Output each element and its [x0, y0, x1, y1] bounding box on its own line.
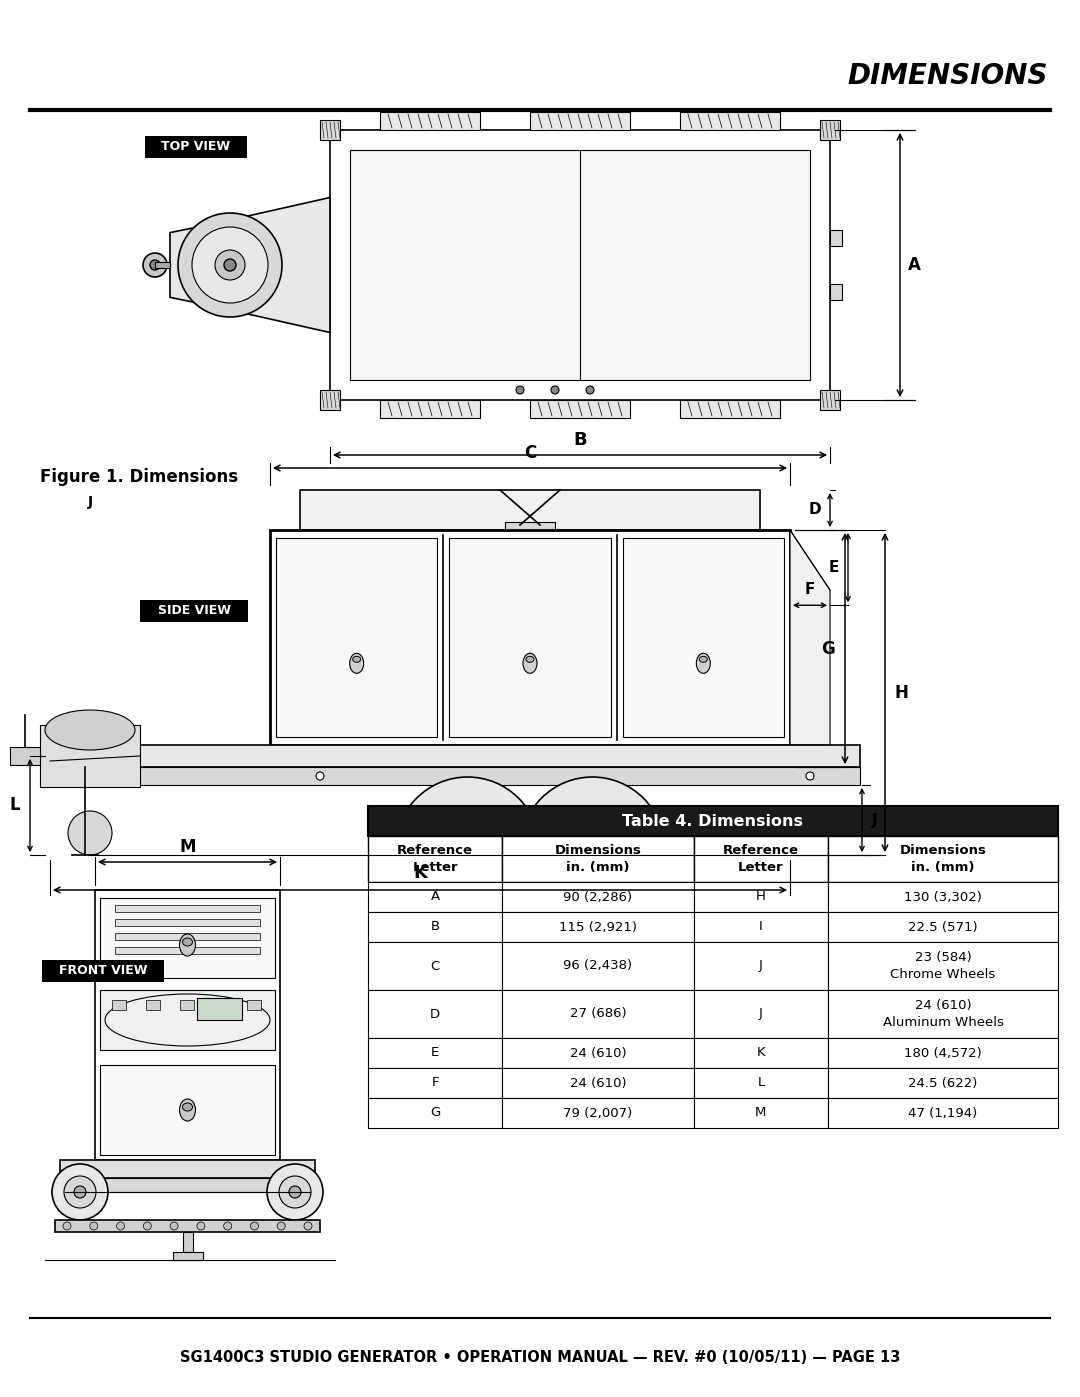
Text: SIDE VIEW: SIDE VIEW [158, 605, 230, 617]
Circle shape [620, 847, 625, 852]
Circle shape [117, 1222, 124, 1229]
Bar [530, 112, 630, 130]
Bar [680, 400, 780, 418]
Text: 24 (610): 24 (610) [569, 1077, 626, 1090]
Bar [693, 912, 828, 942]
Bar [179, 1000, 193, 1010]
Text: 115 (2,921): 115 (2,921) [559, 921, 637, 933]
Circle shape [460, 842, 475, 856]
Bar [380, 400, 480, 418]
Bar [146, 1000, 160, 1010]
Ellipse shape [45, 710, 135, 750]
Ellipse shape [179, 1099, 195, 1120]
Text: D: D [430, 1007, 441, 1020]
Bar [693, 1038, 828, 1067]
Text: J: J [759, 1007, 762, 1020]
Bar [693, 882, 828, 912]
Bar [368, 1098, 502, 1127]
Bar [320, 390, 340, 409]
Bar [368, 1038, 502, 1067]
Bar [114, 947, 260, 954]
Circle shape [586, 386, 594, 394]
Bar [368, 882, 502, 912]
Text: K: K [413, 863, 427, 882]
Text: M: M [755, 1106, 767, 1119]
Bar [828, 1067, 1058, 1098]
Circle shape [424, 806, 511, 893]
Circle shape [52, 1164, 108, 1220]
Bar [831, 231, 842, 246]
Circle shape [559, 847, 565, 852]
Circle shape [289, 1186, 301, 1199]
Circle shape [480, 820, 486, 826]
Bar [828, 912, 1058, 942]
Text: 27 (686): 27 (686) [569, 1007, 626, 1020]
Bar [270, 529, 789, 745]
Text: 96 (2,438): 96 (2,438) [564, 960, 633, 972]
Text: 24 (610): 24 (610) [569, 1046, 626, 1059]
Circle shape [395, 777, 540, 921]
Circle shape [575, 872, 580, 879]
Circle shape [303, 1222, 312, 1229]
Bar [502, 942, 693, 990]
Circle shape [75, 1186, 86, 1199]
Text: A: A [908, 256, 921, 274]
Text: Reference
Letter: Reference Letter [397, 844, 473, 875]
Bar [828, 990, 1058, 1038]
Text: TOP VIEW: TOP VIEW [161, 141, 230, 154]
Text: J: J [759, 960, 762, 972]
Bar [156, 263, 170, 268]
Bar [828, 1038, 1058, 1067]
Text: E: E [431, 1046, 440, 1059]
Circle shape [449, 831, 486, 868]
Bar [828, 942, 1058, 990]
Bar [368, 912, 502, 942]
Text: L: L [10, 796, 21, 814]
Bar [55, 1220, 320, 1232]
Bar [114, 905, 260, 912]
Bar [380, 112, 480, 130]
Circle shape [64, 1176, 96, 1208]
Circle shape [251, 1222, 258, 1229]
Text: C: C [431, 960, 440, 972]
Circle shape [521, 777, 664, 921]
Text: B: B [573, 432, 586, 448]
Text: 90 (2,286): 90 (2,286) [564, 890, 633, 904]
Bar [820, 390, 840, 409]
Bar [10, 747, 40, 766]
Text: Dimensions
in. (mm): Dimensions in. (mm) [900, 844, 986, 875]
Bar [100, 1065, 275, 1155]
Text: 79 (2,007): 79 (2,007) [564, 1106, 633, 1119]
Circle shape [434, 847, 441, 852]
Bar [502, 835, 693, 882]
Bar [213, 1000, 227, 1010]
Bar [95, 890, 280, 1160]
Text: 24 (610)
Aluminum Wheels: 24 (610) Aluminum Wheels [882, 999, 1003, 1028]
Bar [693, 942, 828, 990]
Bar [502, 1067, 693, 1098]
Bar [112, 1000, 126, 1010]
Text: 23 (584)
Chrome Wheels: 23 (584) Chrome Wheels [890, 951, 996, 981]
Text: D: D [808, 503, 821, 517]
Bar [820, 120, 840, 140]
Text: FRONT VIEW: FRONT VIEW [58, 964, 147, 978]
Bar [42, 960, 164, 982]
Bar [100, 898, 275, 978]
Bar [114, 919, 260, 926]
Bar [368, 942, 502, 990]
Bar [449, 538, 610, 738]
Text: Dimensions
in. (mm): Dimensions in. (mm) [554, 844, 642, 875]
Polygon shape [789, 529, 831, 745]
Bar [623, 538, 784, 738]
Ellipse shape [523, 654, 537, 673]
Text: J: J [87, 495, 93, 509]
Circle shape [516, 386, 524, 394]
Circle shape [63, 1222, 71, 1229]
Circle shape [605, 820, 610, 826]
Bar [60, 1160, 315, 1178]
Bar [530, 400, 630, 418]
Bar [693, 1067, 828, 1098]
Bar [368, 835, 502, 882]
Circle shape [267, 1164, 323, 1220]
Bar [300, 490, 760, 529]
